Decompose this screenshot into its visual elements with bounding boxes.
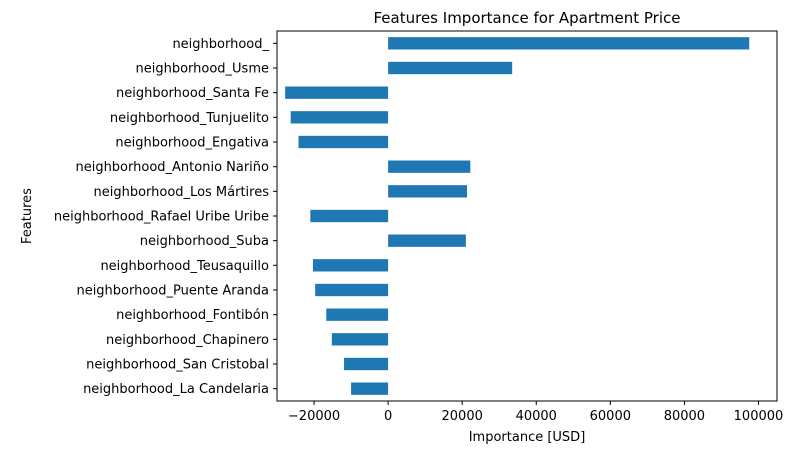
bar-9 <box>312 259 389 272</box>
y-tick-label: neighborhood_La Candelaria <box>83 382 269 397</box>
plot-area-frame <box>276 30 778 402</box>
bar-3 <box>290 111 389 124</box>
y-tick-label: neighborhood_Suba <box>140 234 269 249</box>
bar-1 <box>388 61 513 75</box>
y-tick-label: neighborhood_Chapinero <box>106 333 269 348</box>
x-tick-label: 80000 <box>664 409 705 424</box>
x-tick-label: 40000 <box>516 409 557 424</box>
y-tick-label: neighborhood_Tunjuelito <box>110 111 269 126</box>
y-tick-label: neighborhood_Teusaquillo <box>100 259 269 274</box>
x-axis-label: Importance [USD] <box>469 430 586 445</box>
bar-6 <box>388 185 467 198</box>
bar-13 <box>344 357 389 371</box>
x-tick-layer: −20000 0 20000 40000 60000 80000 100000 <box>288 401 783 424</box>
bar-7 <box>310 209 389 223</box>
bar-0 <box>388 37 750 50</box>
y-tick-label: neighborhood_ <box>172 37 269 52</box>
x-tick-label: 60000 <box>590 409 631 424</box>
x-tick-label: −20000 <box>288 409 340 424</box>
bar-8 <box>388 234 466 247</box>
x-tick-label: 0 <box>384 409 392 424</box>
y-tick-label: neighborhood_Antonio Nariño <box>75 160 269 175</box>
y-tick-label: neighborhood_Fontibón <box>116 308 269 323</box>
y-tick-label: neighborhood_Los Mártires <box>94 185 270 200</box>
x-tick-label: 20000 <box>442 409 483 424</box>
x-tick-label: 100000 <box>734 409 784 424</box>
y-tick-label: neighborhood_Usme <box>135 62 269 77</box>
y-tick-label: neighborhood_Santa Fe <box>116 86 269 101</box>
bar-14 <box>351 382 389 395</box>
bar-4 <box>298 135 389 149</box>
y-tick-label: neighborhood_Rafael Uribe Uribe <box>54 210 269 225</box>
bar-11 <box>326 308 389 321</box>
chart-title: Features Importance for Apartment Price <box>374 9 681 27</box>
y-tick-label: neighborhood_San Cristobal <box>86 358 269 373</box>
bar-12 <box>331 333 389 346</box>
bar-5 <box>388 160 471 173</box>
bar-layer <box>285 37 750 395</box>
y-axis-label: Features <box>20 188 35 244</box>
bar-10 <box>315 283 389 297</box>
y-tick-label: neighborhood_Engativa <box>115 136 269 151</box>
bar-2 <box>285 86 389 99</box>
y-tick-layer: neighborhood_ neighborhood_Usme neighborho… <box>54 37 277 397</box>
y-tick-label: neighborhood_Puente Aranda <box>76 284 269 299</box>
